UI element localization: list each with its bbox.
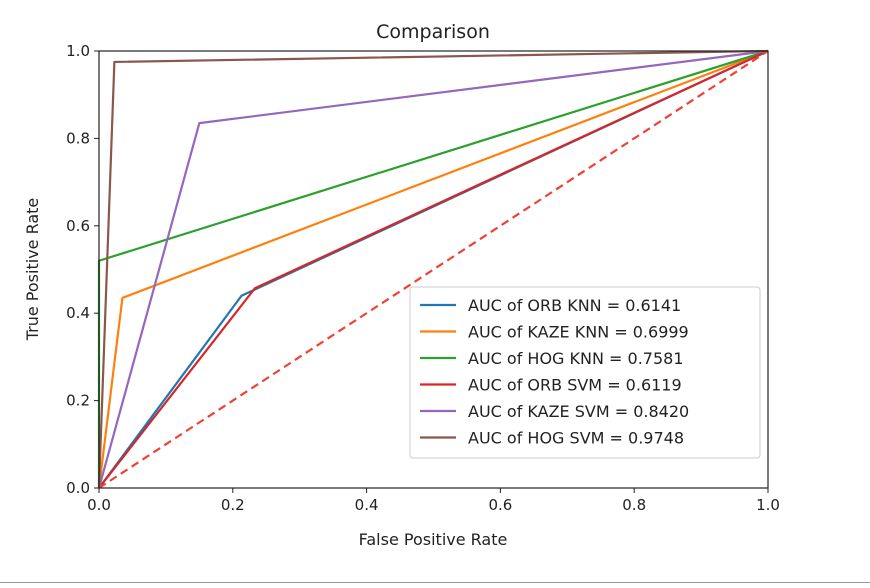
series-line-6 xyxy=(97,49,769,489)
x-tick-label-0-0: 0.0 xyxy=(87,496,111,514)
x-tick-label-0-6: 0.6 xyxy=(488,496,512,514)
legend: AUC of ORB KNN = 0.6141 AUC of KAZE KNN =… xyxy=(409,286,761,459)
chart-title: Comparison xyxy=(376,21,490,43)
legend-label-4: AUC of ORB SVM = 0.6119 xyxy=(468,376,682,395)
series-line-5 xyxy=(97,49,769,489)
legend-label-1: AUC of ORB KNN = 0.6141 xyxy=(468,296,681,315)
legend-label-6: AUC of HOG SVM = 0.9748 xyxy=(468,429,684,448)
y-axis: 0.0 0.2 0.4 0.6 0.8 1.0 xyxy=(66,42,99,497)
legend-label-3: AUC of HOG KNN = 0.7581 xyxy=(468,349,684,368)
series-line-2 xyxy=(97,49,769,489)
y-tick-label-0-2: 0.2 xyxy=(66,392,90,410)
x-tick-label-0-2: 0.2 xyxy=(221,496,245,514)
reference-diagonal-line xyxy=(98,50,769,489)
y-tick-label-0-6: 0.6 xyxy=(66,217,90,235)
y-axis-label: True Positive Rate xyxy=(23,198,42,342)
x-tick-label-0-4: 0.4 xyxy=(355,496,379,514)
x-axis: 0.0 0.2 0.4 0.6 0.8 1.0 xyxy=(87,488,780,514)
y-tick-label-0-4: 0.4 xyxy=(66,304,90,322)
y-tick-label-1-0: 1.0 xyxy=(66,42,90,60)
bottom-divider xyxy=(0,582,870,583)
legend-label-5: AUC of KAZE SVM = 0.8420 xyxy=(468,402,689,421)
x-tick-label-1-0: 1.0 xyxy=(756,496,780,514)
series-line-4 xyxy=(98,50,769,489)
x-tick-label-0-8: 0.8 xyxy=(622,496,646,514)
y-tick-label-0-0: 0.0 xyxy=(66,479,90,497)
axes-frame xyxy=(98,50,769,489)
x-axis-label: False Positive Rate xyxy=(359,530,508,549)
y-tick-label-0-8: 0.8 xyxy=(66,129,90,147)
legend-label-2: AUC of KAZE KNN = 0.6999 xyxy=(468,323,689,342)
legend-box xyxy=(409,286,761,459)
